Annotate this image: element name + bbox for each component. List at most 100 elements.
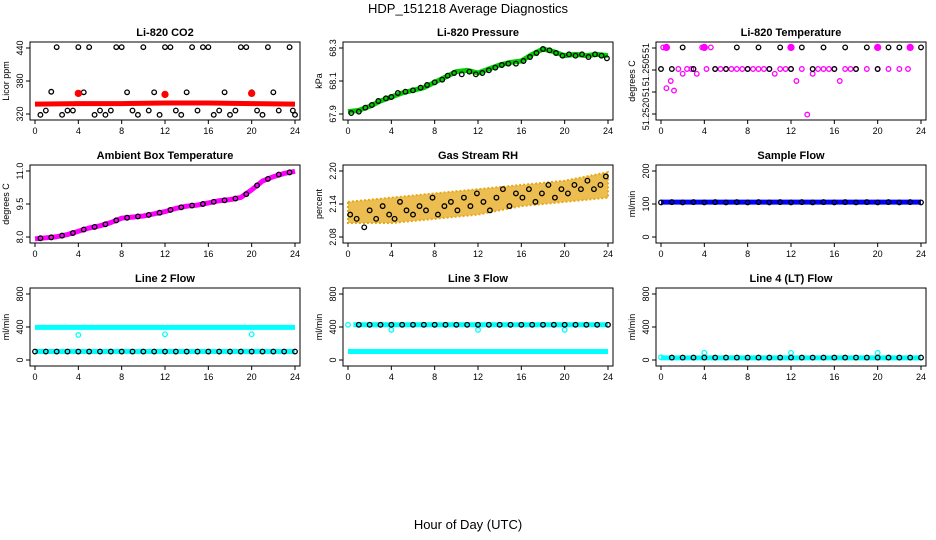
data-point	[566, 51, 572, 58]
data-point	[91, 223, 98, 230]
data-point	[232, 195, 239, 202]
data-point	[755, 199, 762, 206]
data-point	[771, 70, 778, 77]
x-tick-label: 16	[203, 249, 213, 259]
x-tick-label: 0	[658, 372, 663, 382]
x-tick-label: 8	[745, 126, 750, 136]
data-point	[347, 211, 354, 218]
data-point	[658, 66, 664, 72]
data-point	[355, 108, 362, 115]
data-point	[688, 66, 695, 72]
data-point	[373, 215, 380, 222]
data-point	[42, 107, 49, 114]
data-point	[151, 348, 158, 355]
y-tick-label: 68.3	[328, 39, 338, 57]
x-tick-label: 20	[560, 372, 570, 382]
data-point	[74, 89, 82, 98]
data-point	[766, 66, 773, 72]
series-band	[347, 171, 609, 225]
data-point	[667, 78, 674, 84]
data-point	[712, 66, 719, 72]
data-point	[69, 107, 76, 114]
data-point	[178, 204, 185, 211]
x-tick-label: 0	[32, 126, 37, 136]
data-point	[690, 66, 697, 72]
data-point	[590, 186, 597, 193]
data-point	[216, 348, 223, 355]
panel-4: Ambient Box Temperature degrees C 0 4 8 12 16 2…	[1, 150, 301, 259]
data-point	[540, 46, 546, 52]
x-tick-label: 20	[247, 372, 257, 382]
data-point	[572, 321, 579, 328]
panel-9: Line 4 (LT) Flow ml/min 0 4 8 12 16 20 24 0 400 800	[627, 273, 927, 382]
panel-8: Line 3 Flow ml/min 0 4 8 12 16 20 24 0 400 800	[314, 273, 614, 382]
data-point	[820, 66, 827, 72]
x-tick-label: 24	[603, 372, 613, 382]
data-point	[571, 181, 578, 188]
data-point	[583, 321, 590, 328]
series-line	[34, 100, 296, 107]
data-point	[809, 199, 816, 206]
data-point	[777, 199, 784, 206]
data-point	[755, 44, 762, 51]
data-point	[194, 348, 201, 355]
data-point	[458, 71, 465, 78]
x-tick-label: 0	[32, 249, 37, 259]
data-point	[798, 354, 805, 361]
x-tick-label: 16	[829, 372, 839, 382]
data-point	[896, 44, 903, 51]
data-point	[248, 89, 256, 98]
data-point	[918, 354, 924, 361]
data-point	[777, 354, 784, 361]
data-point	[512, 190, 519, 197]
data-point	[97, 107, 103, 114]
data-point	[863, 354, 870, 361]
data-point	[693, 70, 700, 77]
data-point	[145, 211, 152, 218]
panel-title: Li-820 Temperature	[741, 27, 842, 39]
data-point	[658, 354, 664, 361]
data-point	[388, 326, 395, 333]
data-point	[442, 321, 449, 328]
x-tick-label: 20	[247, 126, 257, 136]
data-point	[475, 326, 481, 333]
x-tick-label: 24	[916, 126, 926, 136]
data-point	[545, 181, 552, 188]
data-point	[264, 44, 271, 51]
data-point	[472, 71, 479, 78]
data-point	[460, 194, 467, 201]
data-point	[550, 321, 557, 328]
data-point	[264, 175, 271, 182]
y-tick-label: 400	[15, 319, 25, 334]
data-point	[178, 111, 185, 118]
y-tick-label: 51.2520	[641, 98, 651, 131]
x-tick-label: 0	[32, 372, 37, 382]
data-point	[564, 190, 571, 197]
data-point	[183, 89, 190, 96]
data-point	[658, 199, 664, 206]
data-point	[831, 354, 838, 361]
data-point	[189, 44, 196, 51]
data-point	[584, 177, 591, 184]
data-point	[492, 64, 499, 71]
x-tick-label: 12	[786, 249, 796, 259]
data-point	[366, 207, 373, 214]
data-point	[416, 203, 423, 210]
x-tick-label: 12	[473, 372, 483, 382]
x-tick-label: 16	[203, 372, 213, 382]
x-tick-label: 8	[745, 372, 750, 382]
data-point	[124, 214, 131, 221]
data-point	[69, 230, 76, 236]
data-point	[671, 87, 677, 94]
data-point	[64, 348, 71, 355]
y-tick-label: 0	[641, 234, 651, 239]
x-tick-label: 0	[658, 249, 663, 259]
x-tick-label: 4	[702, 249, 707, 259]
data-point	[723, 354, 729, 361]
x-tick-label: 24	[290, 126, 300, 136]
data-point	[809, 70, 816, 77]
panel-5: Gas Stream RH percent 0 4 8 12 16 20 24 2.08 2.14 2…	[314, 150, 614, 259]
x-tick-label: 8	[432, 249, 437, 259]
data-point	[91, 111, 98, 118]
